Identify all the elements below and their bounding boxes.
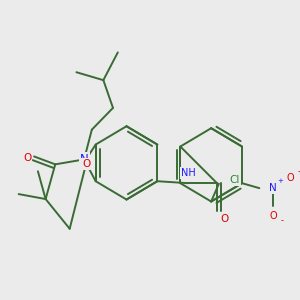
Text: O: O bbox=[286, 173, 294, 183]
Text: NH: NH bbox=[181, 168, 196, 178]
Text: -: - bbox=[297, 167, 300, 176]
Text: O: O bbox=[269, 211, 277, 221]
Text: -: - bbox=[280, 216, 283, 225]
Text: Cl: Cl bbox=[229, 175, 239, 185]
Text: +: + bbox=[278, 178, 284, 184]
Text: O: O bbox=[82, 159, 90, 170]
Text: N: N bbox=[269, 183, 277, 193]
Text: O: O bbox=[220, 214, 229, 224]
Text: N: N bbox=[80, 153, 88, 166]
Text: O: O bbox=[23, 153, 32, 164]
